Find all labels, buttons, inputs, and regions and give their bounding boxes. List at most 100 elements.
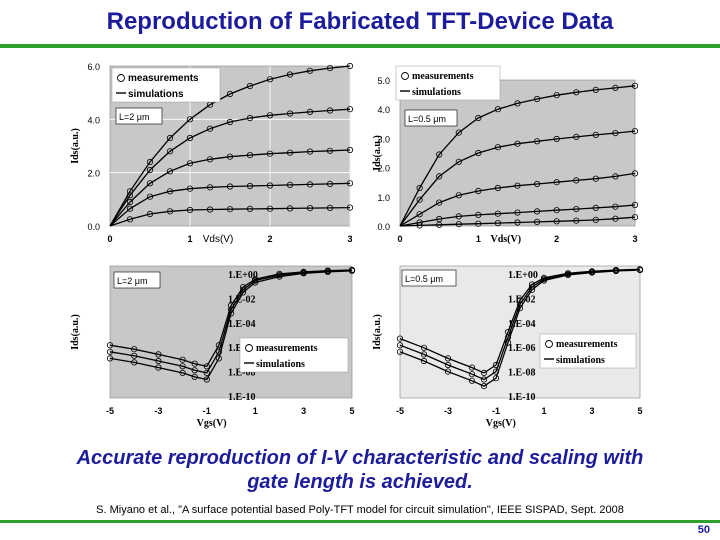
measurement-point xyxy=(266,182,274,189)
measurement-point xyxy=(553,218,560,225)
measurement-point xyxy=(326,65,334,72)
caption-line-1: Accurate reproduction of I-V characteris… xyxy=(76,447,644,469)
measurement-point xyxy=(553,207,560,214)
measurement-point xyxy=(326,180,334,188)
measurement-point xyxy=(533,138,541,145)
measurement-point xyxy=(592,175,599,182)
y-tick-label: 1.0 xyxy=(377,193,390,203)
simulation-line-3 xyxy=(109,149,351,227)
measurement-point xyxy=(226,90,234,98)
y-tick-label: 1.E-04 xyxy=(228,319,256,330)
measurement-point xyxy=(494,210,501,217)
y-tick-label: 1.E+00 xyxy=(508,270,538,281)
measurement-point xyxy=(573,133,580,141)
measurement-point xyxy=(533,95,541,103)
measurement-point xyxy=(286,205,294,212)
measurement-point xyxy=(420,351,428,358)
measurement-point xyxy=(612,215,619,222)
x-tick-label: 3 xyxy=(347,234,352,244)
measurement-point xyxy=(436,215,443,223)
measurement-point xyxy=(444,355,452,362)
measurement-point xyxy=(246,152,254,159)
measurement-point xyxy=(468,377,476,384)
legend-label-measurements: measurements xyxy=(128,73,199,84)
measurement-point xyxy=(346,204,354,211)
measurement-point xyxy=(215,342,222,349)
y-axis-label: Ids(a.u.) xyxy=(372,135,383,171)
measurement-point xyxy=(226,183,234,190)
measurement-point xyxy=(266,205,274,212)
x-tick-label: 3 xyxy=(589,406,594,416)
measurement-point xyxy=(206,206,214,213)
measurement-point xyxy=(206,156,214,163)
measurement-point xyxy=(396,348,404,355)
measurement-point xyxy=(553,179,560,186)
measurement-point xyxy=(480,382,488,390)
y-tick-label: 4.0 xyxy=(377,105,390,115)
measurement-point xyxy=(631,201,639,209)
measurement-point xyxy=(346,180,354,187)
measurement-point xyxy=(191,373,198,380)
measurement-point xyxy=(475,211,482,218)
simulation-line-5 xyxy=(399,85,636,227)
y-tick-label: 1.E-10 xyxy=(508,392,536,403)
measurement-point xyxy=(146,193,154,200)
measurement-point xyxy=(480,376,488,383)
annotation-box xyxy=(404,109,458,127)
measurement-point xyxy=(203,376,210,383)
measurement-point xyxy=(631,82,639,89)
footer-divider xyxy=(0,520,720,523)
x-tick-label: 1 xyxy=(476,234,481,244)
measurement-point xyxy=(179,356,186,363)
y-axis-label: Ids(a.u.) xyxy=(372,314,383,350)
measurement-point xyxy=(436,151,443,158)
measurement-point xyxy=(215,348,222,355)
gate-length-annotation: L=0.5 μm xyxy=(405,274,443,284)
caption-line-2: gate length is achieved. xyxy=(247,471,473,493)
measurement-point xyxy=(514,182,521,189)
measurement-point xyxy=(215,355,222,362)
plot-area xyxy=(399,265,641,399)
measurement-point xyxy=(612,173,619,180)
measurement-point xyxy=(492,375,500,382)
y-tick-label: 2.0 xyxy=(377,164,390,174)
y-tick-label: 1.E-04 xyxy=(508,319,536,330)
measurement-point xyxy=(146,210,154,218)
measurement-point xyxy=(276,273,283,280)
measurement-point xyxy=(266,150,274,157)
measurement-point xyxy=(186,134,194,142)
measurement-point xyxy=(348,267,356,274)
chart-panel-transfer-L2: 1.E+001.E-021.E-041.E-061.E-081.E-10-5-3… xyxy=(70,265,356,429)
measurement-point xyxy=(306,67,314,74)
simulation-line-2 xyxy=(399,269,641,381)
y-axis-label: Ids(a.u.) xyxy=(70,128,81,164)
legend-box xyxy=(539,333,637,369)
measurement-point xyxy=(455,129,462,136)
x-tick-label: 1 xyxy=(541,406,546,416)
caption: Accurate reproduction of I-V characteris… xyxy=(0,446,720,494)
measurement-point xyxy=(166,148,174,155)
figure-panels: 0.0 2.0 4.0 6.0 0 1 2 3 Vds(V) Ids(a.u.) L=2 μm mea… xyxy=(70,62,644,429)
simulation-line-4 xyxy=(109,108,351,227)
measurement-point xyxy=(573,206,580,213)
measurement-point xyxy=(592,204,599,211)
x-tick-label: 3 xyxy=(632,234,637,244)
x-tick-label: 0 xyxy=(397,234,402,244)
y-tick-label: 0.0 xyxy=(87,222,100,232)
gate-length-annotation: L=2 μm xyxy=(119,112,149,122)
measurement-point xyxy=(436,173,443,180)
x-tick-label: 0 xyxy=(107,234,112,244)
y-tick-label: 1.E-02 xyxy=(228,294,256,305)
y-tick-label: 1.E-08 xyxy=(228,368,256,379)
measurement-point xyxy=(246,205,254,212)
measurement-point xyxy=(106,348,114,355)
measurement-point xyxy=(191,360,198,367)
x-tick-label: 5 xyxy=(349,406,354,416)
x-tick-label: 2 xyxy=(554,234,559,244)
annotation-box xyxy=(115,107,163,125)
plot-area xyxy=(399,79,636,227)
measurement-point xyxy=(186,116,194,123)
x-tick-label: 3 xyxy=(301,406,306,416)
measurement-point xyxy=(444,368,452,375)
measurement-point xyxy=(186,160,194,167)
